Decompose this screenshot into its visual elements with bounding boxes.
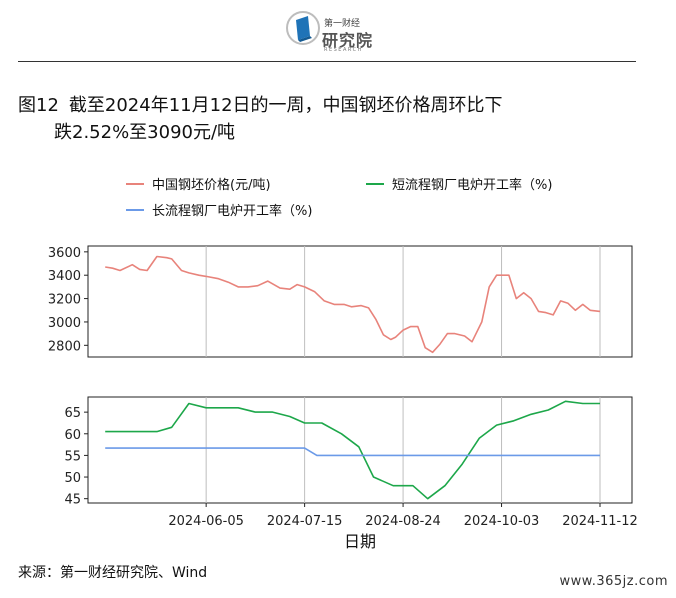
price-y-tick-label: 2800 — [48, 339, 81, 354]
figure-number: 图12 — [18, 95, 59, 116]
logo-top-text: 第一财经 — [324, 19, 361, 29]
util-series-line-1 — [105, 447, 600, 457]
logo-main-text: 研究院 — [322, 31, 374, 50]
brand-logo: 第一财经 研究院 RESEARCH — [286, 10, 386, 53]
book-logo-icon — [286, 11, 320, 45]
price-y-tick-label: 3000 — [48, 316, 81, 331]
figure-title-line1: 截至2024年11月12日的一周，中国钢坯价格周环比下 — [68, 95, 503, 116]
logo-sub-text: RESEARCH — [324, 47, 363, 53]
util-y-tick-label: 60 — [64, 428, 81, 443]
watermark-text: www.365jz.com — [559, 574, 668, 589]
source-note: 来源：第一财经研究院、Wind — [18, 565, 208, 581]
figure-title: 图12 截至2024年11月12日的一周，中国钢坯价格周环比下 跌2.52%至30… — [18, 92, 503, 146]
util-x-tick-label: 2024-06-05 — [168, 514, 244, 529]
price-y-tick-label: 3400 — [48, 269, 81, 284]
price-series-line-0 — [105, 255, 601, 354]
header-divider — [18, 61, 636, 62]
utilization-panel: 45 50 55 60 65 2024-06-05 2024-07-15 2024-08-24… — [64, 396, 638, 551]
price-plot-frame — [87, 245, 633, 358]
util-y-tick-label: 65 — [64, 406, 81, 421]
util-y-tick-label: 55 — [64, 449, 81, 464]
figure-title-line2: 跌2.52%至3090元/吨 — [54, 122, 236, 143]
util-series-line-0 — [105, 400, 600, 500]
x-axis-label: 日期 — [344, 532, 376, 551]
util-x-tick-label: 2024-11-12 — [562, 514, 638, 529]
util-x-tick-label: 2024-10-03 — [464, 514, 540, 529]
price-y-tick-label: 3600 — [48, 246, 81, 261]
util-x-tick-label: 2024-07-15 — [267, 514, 343, 529]
price-y-tick-label: 3200 — [48, 293, 81, 308]
util-y-tick-label: 50 — [64, 471, 81, 486]
util-x-tick-label: 2024-08-24 — [365, 514, 441, 529]
price-panel: 2800 3000 3200 3400 3600 — [48, 245, 633, 358]
util-y-tick-label: 45 — [64, 493, 81, 508]
